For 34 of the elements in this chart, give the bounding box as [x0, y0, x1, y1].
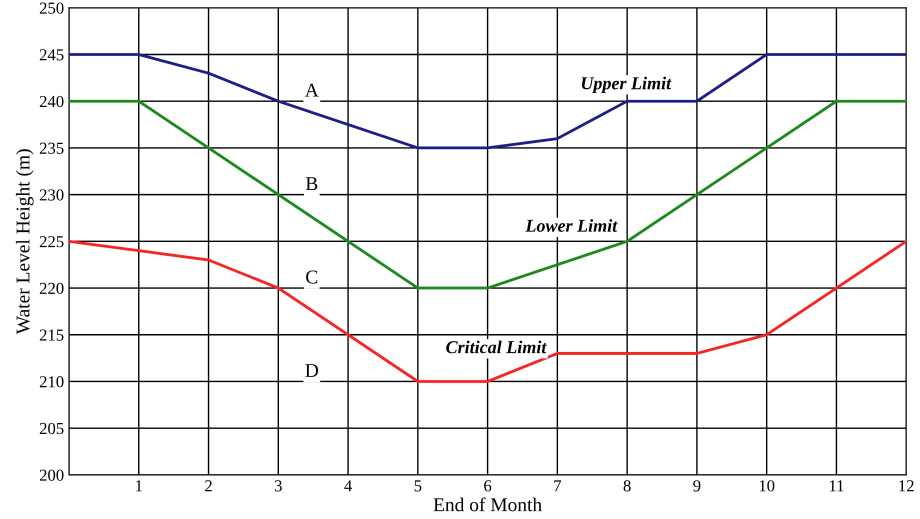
x-tick-label: 4	[344, 480, 352, 492]
x-tick-label: 7	[554, 480, 562, 492]
y-tick-label: 250	[40, 2, 64, 14]
annotation: A	[304, 84, 319, 97]
y-tick-label: 225	[40, 236, 64, 248]
y-tick-label: 245	[40, 49, 64, 60]
x-tick-label: 5	[414, 480, 422, 492]
y-axis-title: Water Level Height (m)	[16, 149, 34, 334]
x-tick-label: 8	[624, 480, 631, 492]
annotation: B	[306, 177, 318, 190]
y-tick-label: 210	[40, 376, 64, 388]
y-tick-label: 205	[40, 422, 64, 434]
annotation: C	[306, 270, 318, 284]
line-series	[69, 53, 906, 150]
y-tick-label: 220	[40, 282, 64, 294]
y-tick-label: 230	[40, 189, 64, 201]
x-tick-label: 10	[760, 480, 774, 492]
annotation: D	[305, 364, 318, 377]
y-tick-label: 215	[40, 330, 64, 341]
x-tick-label: 2	[205, 480, 212, 492]
y-tick-label: 200	[40, 470, 64, 481]
x-tick-label: 12	[899, 480, 914, 492]
series-label: Critical Limit	[446, 340, 547, 354]
x-tick-label: 3	[274, 480, 282, 492]
y-tick-label: 240	[40, 96, 64, 108]
line-series	[69, 240, 906, 383]
x-tick-label: 1	[136, 480, 142, 492]
y-tick-label: 235	[40, 142, 64, 154]
x-axis-title: End of Month	[434, 497, 542, 512]
series-label: Upper Limit	[582, 76, 672, 94]
x-tick-label: 11	[830, 480, 844, 492]
series-label: Lower Limit	[525, 219, 618, 232]
x-tick-label: 9	[693, 480, 700, 492]
x-tick-label: 6	[484, 480, 492, 492]
